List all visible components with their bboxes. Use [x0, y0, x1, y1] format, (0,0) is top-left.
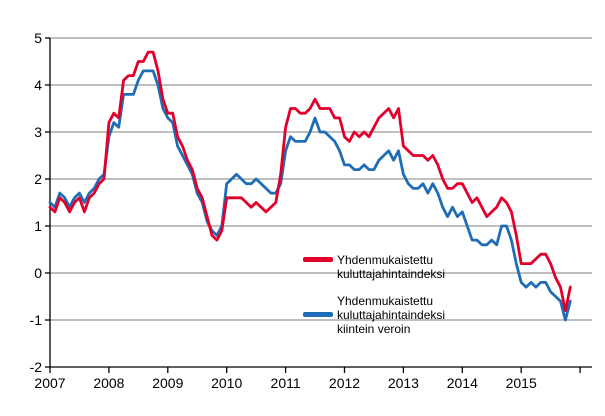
- x-tick-label: 2013: [388, 375, 419, 391]
- legend: Yhdenmukaistettu kuluttajahintaindeksi Y…: [303, 253, 445, 336]
- y-tick-label: 2: [34, 171, 42, 187]
- x-tick-label: 2012: [329, 375, 360, 391]
- legend-label-hicp-constant-taxes: Yhdenmukaistettu kuluttajahintaindeksi k…: [337, 294, 445, 336]
- series-line-hicp: [48, 50, 572, 313]
- x-tick-label: 2015: [506, 375, 537, 391]
- x-tick-label: 2007: [34, 375, 65, 391]
- legend-label-hicp: Yhdenmukaistettu kuluttajahintaindeksi: [337, 253, 445, 281]
- legend-swatch-hicp-icon: [303, 257, 333, 262]
- y-tick-label: -1: [30, 312, 43, 328]
- y-tick-label: 0: [34, 265, 42, 281]
- y-tick-label: 3: [34, 124, 42, 140]
- legend-item-hicp-constant-taxes: Yhdenmukaistettu kuluttajahintaindeksi k…: [303, 294, 445, 336]
- legend-label-line: Yhdenmukaistettu: [337, 253, 434, 267]
- y-tick-label: 5: [34, 30, 42, 46]
- y-tick-label: -2: [30, 359, 43, 375]
- y-tick-label: 1: [34, 218, 42, 234]
- x-tick-label: 2014: [447, 375, 478, 391]
- legend-label-line: kuluttajahintaindeksi: [337, 267, 446, 281]
- series-line-hicp-constant-taxes: [48, 69, 572, 322]
- legend-label-line: kiintein veroin: [337, 322, 411, 336]
- legend-label-line: Yhdenmukaistettu: [337, 294, 434, 308]
- x-tick-label: 2008: [93, 375, 124, 391]
- legend-label-line: kuluttajahintaindeksi: [337, 308, 446, 322]
- legend-swatch-hicp-constant-taxes-icon: [303, 312, 333, 317]
- x-tick-label: 2010: [211, 375, 242, 391]
- x-tick-label: 2009: [152, 375, 183, 391]
- legend-item-hicp: Yhdenmukaistettu kuluttajahintaindeksi: [303, 253, 445, 281]
- x-tick-label: 2011: [271, 375, 301, 391]
- y-tick-label: 4: [34, 77, 42, 93]
